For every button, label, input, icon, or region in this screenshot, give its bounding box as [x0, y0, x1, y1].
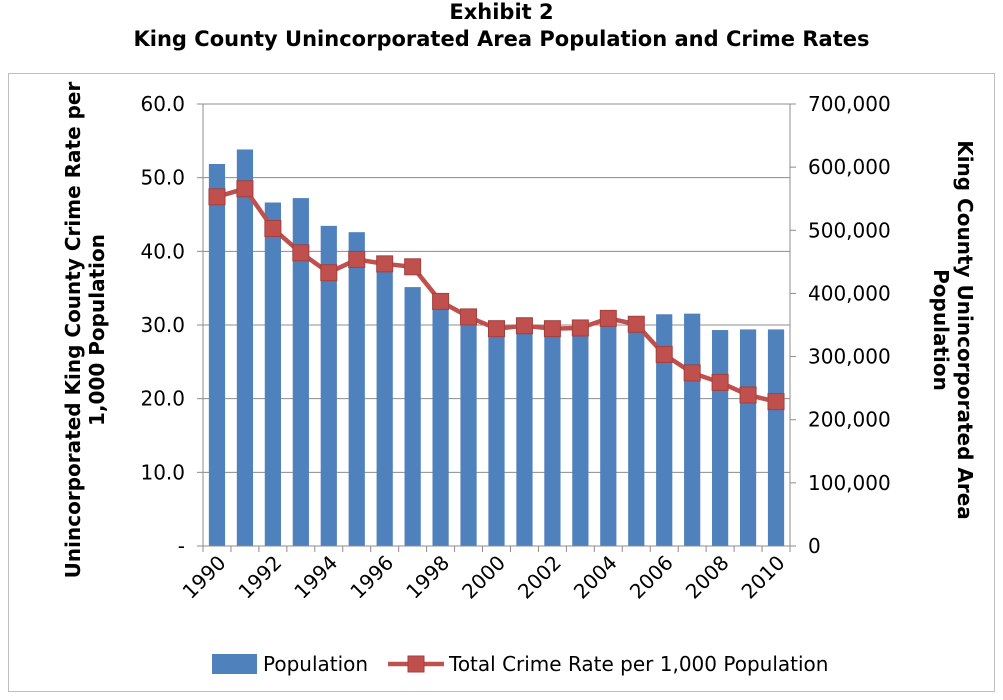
population-bar — [572, 326, 589, 546]
population-bar — [684, 313, 701, 546]
left-tick-label: 20.0 — [140, 387, 185, 411]
crime-rate-marker — [543, 320, 561, 338]
left-tick-label: 40.0 — [140, 239, 185, 263]
right-tick-label: 200,000 — [808, 408, 891, 432]
crime-rate-marker — [432, 292, 450, 310]
chart-title: Exhibit 2 — [449, 0, 554, 24]
x-tick-label: 2002 — [513, 551, 566, 604]
left-tick-label: 50.0 — [140, 166, 185, 190]
left-tick-label: 30.0 — [140, 313, 185, 337]
crime-rate-marker — [236, 180, 254, 198]
x-tick-label: 1990 — [178, 551, 231, 604]
x-tick-label: 1996 — [345, 551, 398, 604]
crime-rate-marker — [348, 250, 366, 268]
x-tick-label: 1992 — [233, 551, 286, 604]
x-tick-label: 2006 — [625, 551, 678, 604]
crime-rate-marker — [655, 345, 673, 363]
right-tick-label: 0 — [808, 534, 821, 558]
population-bar — [656, 314, 673, 546]
population-bar — [208, 163, 226, 546]
crime-rate-marker — [739, 386, 757, 404]
population-bar — [516, 324, 533, 546]
population-bar — [600, 314, 617, 546]
right-axis-title-line1: King County Unincorporated Area — [953, 140, 977, 520]
legend-label-crime-rate: Total Crime Rate per 1,000 Population — [448, 652, 828, 676]
population-bar — [767, 329, 785, 546]
population-bar — [712, 330, 729, 546]
population-bar — [292, 198, 309, 546]
right-tick-label: 300,000 — [808, 345, 891, 369]
population-bar — [348, 232, 365, 546]
x-tick-label: 2008 — [681, 551, 734, 604]
left-axis-title-line1: Unincorporated King County Crime Rate pe… — [61, 82, 85, 579]
crime-rate-marker — [767, 393, 785, 411]
right-tick-label: 400,000 — [808, 281, 891, 305]
crime-rate-marker — [320, 264, 338, 282]
population-bar — [488, 326, 505, 546]
x-tick-label: 2004 — [569, 551, 622, 604]
right-tick-label: 500,000 — [808, 218, 891, 242]
right-tick-label: 600,000 — [808, 155, 891, 179]
crime-rate-marker — [627, 315, 645, 333]
crime-rate-marker — [376, 255, 394, 273]
chart-frame — [8, 73, 995, 692]
crime-rate-marker — [208, 188, 226, 206]
crime-rate-marker — [264, 219, 282, 237]
legend-label-population: Population — [263, 652, 368, 676]
chart-subtitle: King County Unincorporated Area Populati… — [133, 27, 870, 51]
population-bar — [264, 202, 281, 546]
legend-swatch-population — [212, 654, 257, 674]
crime-rate-marker — [488, 320, 505, 338]
x-tick-label: 2010 — [737, 551, 790, 604]
population-bar — [432, 306, 449, 546]
right-tick-label: 700,000 — [808, 92, 891, 116]
crime-rate-marker — [711, 373, 729, 391]
population-bar — [320, 225, 337, 546]
crime-rate-marker — [292, 244, 310, 262]
crime-rate-marker — [571, 319, 589, 337]
crime-rate-marker — [599, 309, 617, 327]
crime-rate-marker — [515, 317, 533, 335]
population-bar — [628, 318, 645, 546]
population-bar — [236, 149, 254, 546]
right-axis-title-line2: Population — [929, 269, 953, 391]
x-tick-label: 1998 — [401, 551, 454, 604]
x-tick-label: 2000 — [457, 551, 510, 604]
left-tick-label: - — [178, 534, 185, 558]
crime-rate-marker — [683, 364, 701, 382]
right-tick-label: 100,000 — [808, 471, 891, 495]
population-bar — [739, 329, 757, 546]
crime-rate-marker — [404, 258, 422, 276]
legend-swatch-crime-marker — [407, 655, 425, 673]
left-tick-label: 10.0 — [140, 460, 185, 484]
crime-rate-marker — [460, 308, 478, 326]
left-tick-label: 60.0 — [140, 92, 185, 116]
left-axis-title-line2: 1,000 Population — [85, 234, 109, 426]
x-tick-label: 1994 — [289, 551, 342, 604]
population-bar — [404, 287, 421, 546]
population-bar — [376, 258, 393, 546]
population-bar — [544, 326, 561, 546]
population-bar — [460, 317, 477, 546]
